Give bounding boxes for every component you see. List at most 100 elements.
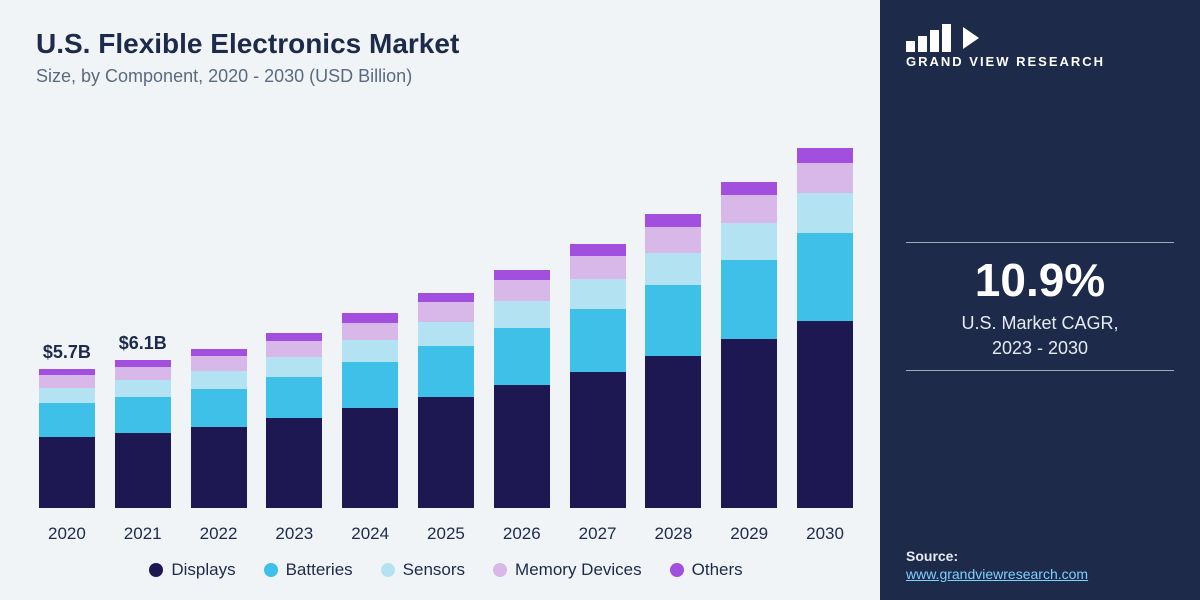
bar-2025 — [415, 293, 477, 508]
x-tick-label: 2030 — [806, 524, 844, 544]
logo-bar-icon — [918, 36, 927, 52]
x-tick-label: 2021 — [124, 524, 162, 544]
segment-others — [721, 182, 777, 196]
segment-batteries — [39, 403, 95, 437]
segment-memory — [570, 256, 626, 279]
legend-label: Sensors — [403, 560, 465, 580]
cagr-block: 10.9% U.S. Market CAGR, 2023 - 2030 — [906, 69, 1174, 548]
segment-displays — [494, 385, 550, 508]
x-tick: 2021 — [112, 516, 174, 544]
segment-memory — [39, 375, 95, 387]
segment-displays — [115, 433, 171, 508]
infographic-container: U.S. Flexible Electronics Market Size, b… — [0, 0, 1200, 600]
legend-item-memory: Memory Devices — [493, 560, 642, 580]
legend-dot-icon — [493, 563, 507, 577]
segment-batteries — [645, 285, 701, 356]
x-tick-label: 2024 — [351, 524, 389, 544]
divider — [906, 370, 1174, 371]
segment-displays — [797, 321, 853, 508]
logo-bar-icon — [906, 41, 915, 52]
segment-others — [418, 293, 474, 303]
legend-label: Memory Devices — [515, 560, 642, 580]
logo-text: GRAND VIEW RESEARCH — [906, 54, 1174, 69]
segment-batteries — [342, 362, 398, 408]
x-tick: 2028 — [643, 516, 705, 544]
bar-2020: $5.7B — [36, 369, 98, 508]
logo-bars-icon — [906, 24, 951, 52]
segment-displays — [266, 418, 322, 508]
x-axis-labels: 2020 2021 2022 2023 2024 2025 2026 2027 2028 2029… — [36, 516, 856, 544]
source-link[interactable]: www.grandviewresearch.com — [906, 566, 1174, 582]
logo-arrow-icon — [963, 27, 979, 49]
legend-item-others: Others — [670, 560, 743, 580]
bar-stack — [342, 313, 398, 508]
chart-title: U.S. Flexible Electronics Market — [36, 28, 856, 60]
brand-logo: GRAND VIEW RESEARCH — [906, 24, 1174, 69]
segment-displays — [418, 397, 474, 508]
segment-sensors — [39, 388, 95, 404]
segment-sensors — [342, 340, 398, 362]
x-tick-label: 2020 — [48, 524, 86, 544]
bar-2021: $6.1B — [112, 360, 174, 508]
bar-stack — [266, 333, 322, 508]
segment-batteries — [115, 397, 171, 432]
bar-stack — [39, 369, 95, 508]
x-tick: 2029 — [718, 516, 780, 544]
x-tick-label: 2028 — [654, 524, 692, 544]
bar-stack — [570, 244, 626, 508]
logo-bar-icon — [930, 30, 939, 52]
chart-legend: Displays Batteries Sensors Memory Devices Ot… — [36, 560, 856, 580]
segment-others — [570, 244, 626, 256]
x-tick: 2030 — [794, 516, 856, 544]
stacked-bar-chart: $5.7B$6.1B — [36, 91, 856, 516]
x-tick-label: 2026 — [503, 524, 541, 544]
chart-subtitle: Size, by Component, 2020 - 2030 (USD Bil… — [36, 66, 856, 87]
legend-dot-icon — [149, 563, 163, 577]
legend-label: Batteries — [286, 560, 353, 580]
segment-others — [342, 313, 398, 322]
legend-label: Displays — [171, 560, 235, 580]
segment-batteries — [266, 377, 322, 418]
segment-batteries — [721, 260, 777, 339]
x-tick-label: 2022 — [200, 524, 238, 544]
x-tick-label: 2029 — [730, 524, 768, 544]
x-tick: 2027 — [567, 516, 629, 544]
segment-memory — [191, 356, 247, 371]
x-tick: 2024 — [339, 516, 401, 544]
segment-sensors — [570, 279, 626, 309]
segment-batteries — [418, 346, 474, 397]
legend-dot-icon — [670, 563, 684, 577]
bar-2030 — [794, 148, 856, 508]
segment-batteries — [570, 309, 626, 372]
bar-stack — [645, 214, 701, 508]
segment-others — [797, 148, 853, 163]
legend-item-batteries: Batteries — [264, 560, 353, 580]
segment-memory — [342, 323, 398, 341]
segment-displays — [342, 408, 398, 508]
cagr-label-line1: U.S. Market CAGR, — [961, 313, 1118, 333]
x-tick-label: 2023 — [275, 524, 313, 544]
logo-bar-icon — [942, 24, 951, 52]
divider — [906, 242, 1174, 243]
segment-memory — [266, 341, 322, 357]
legend-label: Others — [692, 560, 743, 580]
x-tick: 2022 — [188, 516, 250, 544]
segment-memory — [418, 302, 474, 321]
segment-memory — [645, 227, 701, 253]
segment-batteries — [797, 233, 853, 321]
segment-memory — [115, 367, 171, 380]
segment-batteries — [191, 389, 247, 427]
bar-stack — [115, 360, 171, 508]
segment-sensors — [721, 223, 777, 259]
legend-dot-icon — [381, 563, 395, 577]
segment-displays — [191, 427, 247, 508]
legend-item-displays: Displays — [149, 560, 235, 580]
bar-stack — [494, 270, 550, 508]
x-tick: 2023 — [263, 516, 325, 544]
bar-2024 — [339, 313, 401, 508]
x-tick-label: 2025 — [427, 524, 465, 544]
segment-memory — [494, 280, 550, 301]
cagr-label: U.S. Market CAGR, 2023 - 2030 — [961, 311, 1118, 360]
x-tick: 2020 — [36, 516, 98, 544]
bar-stack — [797, 148, 853, 508]
